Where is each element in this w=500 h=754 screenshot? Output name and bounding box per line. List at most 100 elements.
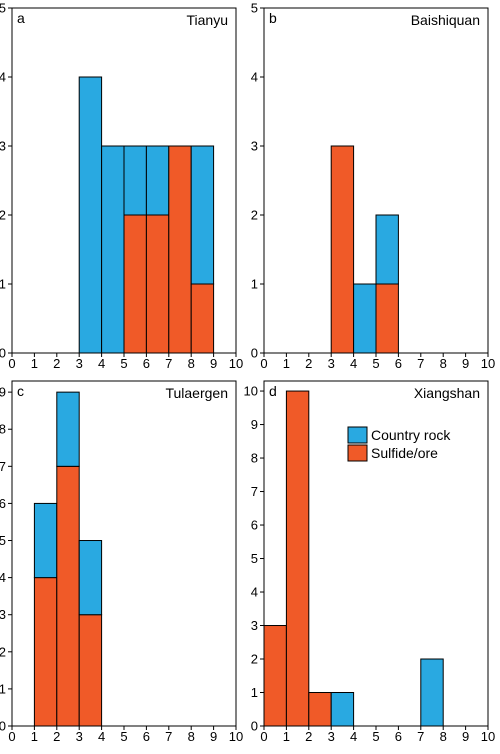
y-tick-label: 4 (251, 585, 258, 600)
y-tick-label: 1 (251, 685, 258, 700)
x-tick-label: 9 (462, 729, 469, 744)
x-tick-label: 9 (210, 729, 217, 744)
y-tick-label: 4 (251, 70, 258, 85)
x-tick-label: 1 (283, 356, 290, 371)
legend: Country rock Sulfide/ore (347, 426, 451, 462)
bar-sulfide-ore (78, 614, 103, 727)
x-tick-label: 3 (328, 356, 335, 371)
x-tick-label: 7 (165, 729, 172, 744)
x-tick-label: 6 (395, 356, 402, 371)
x-tick-label: 1 (31, 729, 38, 744)
bar-country-rock (330, 692, 355, 727)
x-tick-label: 10 (229, 356, 243, 371)
x-tick-label: 2 (305, 729, 312, 744)
bar-country-rock (375, 214, 399, 285)
x-tick-label: 10 (481, 729, 495, 744)
bar-country-rock (190, 145, 215, 285)
x-tick-label: 6 (395, 729, 402, 744)
bar-sulfide-ore (375, 283, 399, 354)
bar-sulfide-ore (308, 692, 332, 727)
y-tick-label: 3 (0, 139, 6, 154)
x-tick-label: 1 (31, 356, 38, 371)
panel-title: Xiangshan (414, 385, 480, 401)
x-tick-label: 0 (8, 356, 15, 371)
y-tick-label: 1 (251, 277, 258, 292)
x-tick-label: 4 (98, 356, 105, 371)
y-tick-label: 1 (0, 681, 6, 696)
bar-country-rock (33, 502, 58, 579)
x-tick-label: 5 (120, 729, 127, 744)
y-tick-label: 4 (0, 570, 6, 585)
panel-letter: d (269, 383, 277, 399)
bar-country-rock (78, 540, 103, 616)
y-tick-label: 2 (251, 652, 258, 667)
y-tick-label: 2 (0, 644, 6, 659)
bar-country-rock (78, 76, 103, 354)
bar-sulfide-ore (190, 283, 215, 354)
x-tick-label: 9 (210, 356, 217, 371)
y-tick-label: 8 (251, 451, 258, 466)
bar-country-rock (101, 145, 125, 354)
bar-sulfide-ore (263, 625, 287, 727)
bar-country-rock (145, 145, 170, 216)
legend-swatch-country-rock (347, 426, 368, 444)
panel-title: Tulaergen (165, 385, 228, 401)
bar-sulfide-ore (330, 145, 355, 354)
x-tick-label: 7 (417, 356, 424, 371)
x-tick-label: 4 (98, 729, 105, 744)
y-tick-label: 3 (251, 618, 258, 633)
x-tick-label: 0 (260, 356, 267, 371)
legend-label: Sulfide/ore (371, 445, 438, 461)
y-tick-label: 0 (0, 719, 6, 734)
y-tick-label: 9 (251, 417, 258, 432)
x-tick-label: 3 (328, 729, 335, 744)
x-tick-label: 2 (305, 356, 312, 371)
y-tick-label: 0 (0, 346, 6, 361)
y-tick-label: 0 (251, 719, 258, 734)
x-tick-label: 6 (143, 729, 150, 744)
legend-label: Country rock (371, 427, 451, 443)
y-tick-label: 5 (251, 1, 258, 16)
y-tick-label: 4 (0, 70, 6, 85)
x-tick-label: 7 (165, 356, 172, 371)
bar-sulfide-ore (145, 214, 170, 354)
y-tick-label: 9 (0, 385, 6, 400)
x-tick-label: 4 (350, 356, 357, 371)
bar-country-rock (123, 145, 147, 216)
bar-sulfide-ore (123, 214, 147, 354)
x-tick-label: 8 (188, 729, 195, 744)
x-tick-label: 3 (76, 729, 83, 744)
panel-title: Tianyu (186, 12, 228, 28)
bar-country-rock (353, 283, 377, 354)
bar-sulfide-ore (33, 577, 58, 727)
y-tick-label: 10 (244, 384, 258, 399)
y-tick-label: 3 (0, 607, 6, 622)
panel-letter: a (17, 10, 25, 26)
x-tick-label: 8 (188, 356, 195, 371)
x-tick-label: 5 (372, 729, 379, 744)
y-tick-label: 2 (0, 208, 6, 223)
x-tick-label: 6 (143, 356, 150, 371)
y-tick-label: 1 (0, 277, 6, 292)
y-tick-label: 8 (0, 422, 6, 437)
y-tick-label: 5 (0, 1, 6, 16)
x-tick-label: 4 (350, 729, 357, 744)
x-tick-label: 2 (53, 356, 60, 371)
panel-title: Baishiquan (411, 12, 480, 28)
x-tick-label: 7 (417, 729, 424, 744)
x-tick-label: 5 (120, 356, 127, 371)
x-tick-label: 10 (229, 729, 243, 744)
y-tick-label: 3 (251, 139, 258, 154)
x-tick-label: 9 (462, 356, 469, 371)
x-tick-label: 0 (260, 729, 267, 744)
y-tick-label: 6 (251, 518, 258, 533)
y-tick-label: 0 (251, 346, 258, 361)
y-tick-label: 5 (251, 551, 258, 566)
panel-letter: b (269, 10, 277, 26)
bar-country-rock (56, 391, 80, 467)
y-tick-label: 6 (0, 496, 6, 511)
